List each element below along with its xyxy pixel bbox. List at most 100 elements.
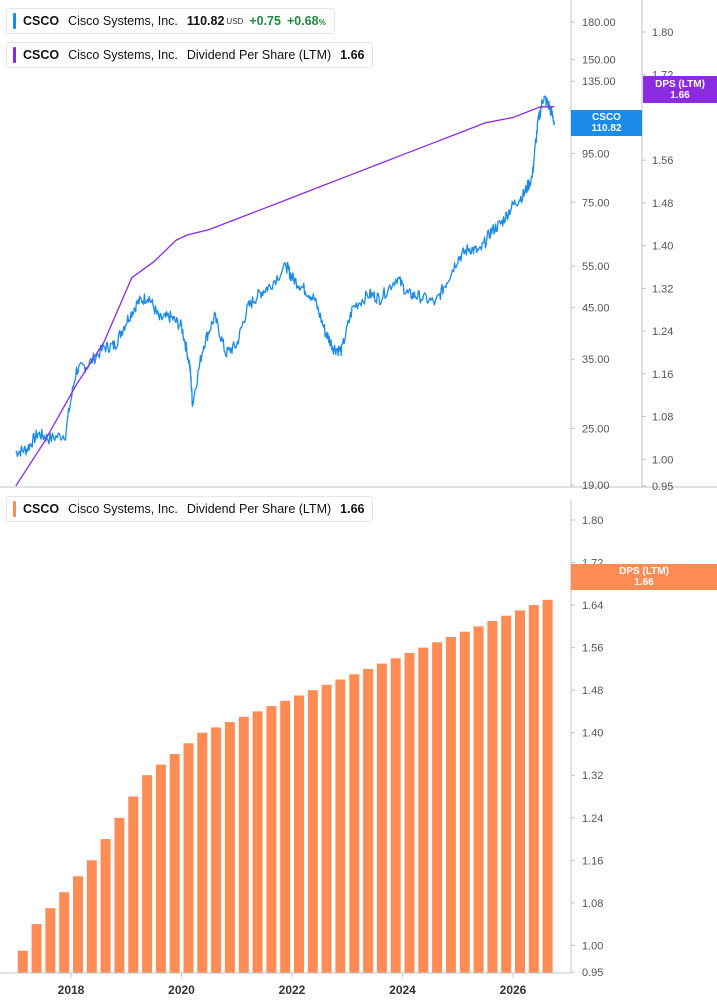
legend-metric: Dividend Per Share (LTM) bbox=[186, 502, 332, 516]
dps-bar bbox=[473, 626, 484, 973]
dps-bar bbox=[169, 754, 180, 973]
dps-bar bbox=[197, 732, 208, 973]
dps-bar bbox=[73, 876, 83, 973]
bottom-y-tick-label: 1.00 bbox=[582, 940, 603, 952]
dps-tag-value: 1.66 bbox=[634, 577, 654, 588]
bottom-y-tick-label: 1.56 bbox=[582, 643, 603, 655]
price-tick-label: 35.00 bbox=[582, 354, 610, 366]
x-tick-label: 2018 bbox=[58, 983, 85, 997]
bottom-y-tick-label: 1.08 bbox=[582, 898, 603, 910]
legend-price[interactable]: CSCO Cisco Systems, Inc. 110.82 USD +0.7… bbox=[6, 8, 335, 34]
legend-dps-line[interactable]: CSCO Cisco Systems, Inc. Dividend Per Sh… bbox=[6, 42, 374, 68]
legend-color-swatch bbox=[13, 47, 16, 63]
price-tick-label: 75.00 bbox=[582, 197, 610, 209]
dps-tick-label: 0.95 bbox=[652, 481, 673, 493]
dps-bar bbox=[45, 908, 56, 973]
price-tag-label: CSCO bbox=[592, 112, 621, 123]
legend-company-name: Cisco Systems, Inc. bbox=[68, 14, 178, 28]
dps-axis-tag-top: DPS (LTM) 1.66 bbox=[643, 76, 717, 103]
price-axis-tag: CSCO 110.82 bbox=[571, 110, 642, 136]
bottom-y-tick-label: 1.80 bbox=[582, 515, 603, 527]
legend-dps-bars[interactable]: CSCO Cisco Systems, Inc. Dividend Per Sh… bbox=[6, 496, 374, 522]
price-tick-label: 19.00 bbox=[582, 480, 610, 492]
dps-tick-label: 1.32 bbox=[652, 283, 673, 295]
dps-bar bbox=[321, 684, 332, 973]
dps-bar bbox=[501, 615, 512, 973]
legend-ticker: CSCO bbox=[23, 14, 60, 28]
dps-bar bbox=[418, 647, 429, 973]
dps-bar bbox=[445, 637, 456, 973]
dps-bar bbox=[404, 652, 415, 973]
dps-axis-tag-bottom: DPS (LTM) 1.66 bbox=[571, 564, 717, 590]
dps-bar bbox=[363, 668, 374, 973]
x-tick-label: 2026 bbox=[500, 983, 527, 997]
dps-bar bbox=[432, 642, 443, 973]
dps-tick-label: 1.16 bbox=[652, 369, 673, 381]
legend-color-swatch bbox=[13, 13, 16, 29]
dps-bar bbox=[459, 631, 470, 973]
dps-tick-label: 1.00 bbox=[652, 454, 673, 466]
dps-bar bbox=[307, 690, 318, 973]
price-series-line bbox=[15, 95, 556, 458]
legend-value: 1.66 bbox=[340, 48, 365, 62]
legend-pct-sign: % bbox=[318, 18, 326, 27]
dps-tick-label: 1.08 bbox=[652, 412, 673, 424]
dps-tag-label: DPS (LTM) bbox=[655, 78, 705, 90]
bottom-y-tick-label: 1.16 bbox=[582, 855, 603, 867]
bottom-y-tick-label: 0.95 bbox=[582, 967, 603, 979]
legend-price-value: 110.82 bbox=[186, 14, 225, 28]
dps-bar bbox=[252, 711, 263, 973]
dps-bar bbox=[59, 892, 70, 973]
dps-tick-label: 1.24 bbox=[652, 326, 673, 338]
dps-bar bbox=[31, 924, 42, 973]
dps-bar bbox=[542, 599, 553, 973]
price-tick-label: 95.00 bbox=[582, 149, 610, 161]
dps-bar bbox=[224, 722, 235, 973]
price-tick-label: 135.00 bbox=[582, 76, 616, 88]
dps-tick-label: 1.56 bbox=[652, 155, 673, 167]
dps-bar bbox=[128, 796, 139, 973]
dps-bar bbox=[183, 743, 194, 973]
dps-bar bbox=[142, 775, 153, 973]
dps-tick-label: 1.48 bbox=[652, 198, 673, 210]
bottom-y-tick-label: 1.32 bbox=[582, 770, 603, 782]
price-tick-label: 55.00 bbox=[582, 261, 610, 273]
dps-bar bbox=[487, 621, 498, 973]
price-tag-value: 110.82 bbox=[591, 123, 622, 134]
dps-bar bbox=[100, 839, 111, 973]
legend-change-pct: +0.68% bbox=[287, 14, 326, 28]
legend-value: 1.66 bbox=[340, 502, 365, 516]
dps-bar bbox=[280, 700, 291, 973]
legend-company-name: Cisco Systems, Inc. bbox=[68, 48, 178, 62]
dps-bar bbox=[17, 950, 28, 973]
chart-marks bbox=[15, 95, 556, 973]
dps-bar bbox=[266, 706, 277, 973]
bottom-y-tick-label: 1.40 bbox=[582, 728, 603, 740]
dps-bar bbox=[390, 658, 401, 973]
dps-bar bbox=[515, 610, 525, 973]
x-tick-label: 2020 bbox=[168, 983, 195, 997]
dps-tag-value: 1.66 bbox=[670, 89, 690, 101]
dps-bar bbox=[86, 860, 97, 973]
x-tick-label: 2022 bbox=[279, 983, 306, 997]
bottom-y-tick-label: 1.64 bbox=[582, 600, 603, 612]
legend-change: +0.75 bbox=[249, 14, 281, 28]
dps-bar bbox=[155, 764, 166, 973]
dps-tick-label: 1.80 bbox=[652, 27, 673, 39]
price-tick-label: 45.00 bbox=[582, 302, 610, 314]
dps-bar bbox=[238, 716, 249, 973]
price-tick-label: 25.00 bbox=[582, 423, 610, 435]
legend-ticker: CSCO bbox=[23, 502, 60, 516]
price-tick-label: 150.00 bbox=[582, 55, 616, 67]
price-tick-label: 180.00 bbox=[582, 17, 616, 29]
dps-bar bbox=[114, 817, 125, 973]
legend-color-swatch bbox=[13, 501, 16, 517]
legend-metric: Dividend Per Share (LTM) bbox=[186, 48, 332, 62]
dps-bar bbox=[211, 727, 222, 973]
dps-tick-label: 1.40 bbox=[652, 241, 673, 253]
dps-bar bbox=[528, 605, 539, 973]
dps-bar bbox=[294, 695, 304, 973]
x-tick-label: 2024 bbox=[389, 983, 416, 997]
